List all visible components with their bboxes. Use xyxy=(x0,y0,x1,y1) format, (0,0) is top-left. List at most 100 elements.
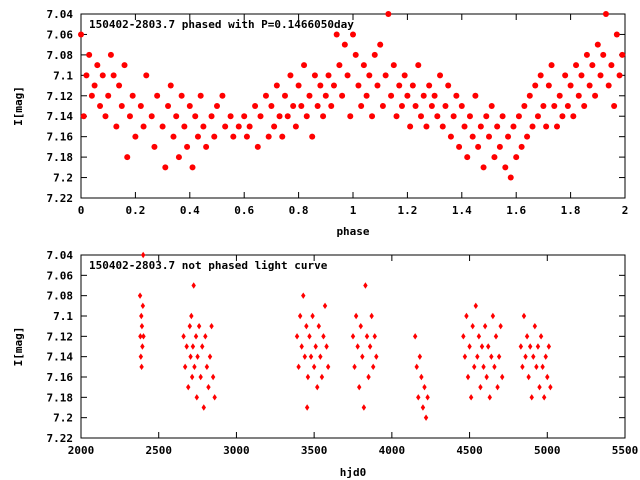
x-tick-label: 1.4 xyxy=(452,204,472,217)
data-point xyxy=(316,322,322,330)
data-point xyxy=(456,143,463,150)
data-point xyxy=(273,82,280,89)
data-point xyxy=(461,333,466,340)
data-point xyxy=(182,363,188,371)
data-point xyxy=(496,353,502,360)
data-point xyxy=(420,92,427,99)
data-point xyxy=(531,353,536,360)
data-point xyxy=(355,343,360,350)
data-point xyxy=(505,133,512,140)
data-point xyxy=(352,363,357,371)
data-point xyxy=(462,353,468,360)
data-point xyxy=(139,322,145,330)
data-point xyxy=(138,333,143,340)
x-tick-label: 0.2 xyxy=(125,204,145,217)
data-point xyxy=(578,72,585,79)
data-point xyxy=(339,92,346,99)
data-point xyxy=(534,113,541,120)
data-point xyxy=(321,333,326,340)
data-point xyxy=(562,72,569,79)
data-point xyxy=(194,394,199,401)
data-point xyxy=(363,92,370,99)
data-point xyxy=(513,154,520,161)
data-point xyxy=(358,322,363,330)
data-point xyxy=(398,103,405,109)
data-point xyxy=(484,373,489,381)
data-point xyxy=(545,373,550,381)
data-point xyxy=(496,143,503,150)
x-tick-label: 5000 xyxy=(534,444,561,457)
data-point xyxy=(189,312,194,320)
data-point xyxy=(309,133,316,140)
data-point xyxy=(487,394,492,401)
y-axis-label: I[mag] xyxy=(12,327,25,367)
data-point xyxy=(476,333,482,340)
data-point xyxy=(287,72,294,79)
data-point xyxy=(187,322,192,330)
plot-frame xyxy=(80,254,626,439)
data-point xyxy=(439,123,446,130)
data-point xyxy=(308,353,314,360)
data-point xyxy=(303,113,310,120)
data-point xyxy=(404,92,411,99)
data-point xyxy=(488,103,495,109)
data-point xyxy=(465,373,471,381)
data-point xyxy=(350,333,356,340)
data-point xyxy=(611,103,618,109)
data-point xyxy=(186,383,191,391)
data-point xyxy=(361,404,367,411)
data-point xyxy=(204,363,210,371)
data-point xyxy=(252,103,259,109)
x-axis-label: hjd0 xyxy=(340,466,367,479)
x-tick-label: 1.2 xyxy=(397,204,417,217)
data-point xyxy=(428,103,435,109)
data-point xyxy=(366,373,371,381)
y-tick-label: 7.04 xyxy=(47,8,74,21)
x-tick-label: 0.6 xyxy=(234,204,254,217)
data-point xyxy=(498,322,503,330)
data-point xyxy=(360,353,365,360)
data-point xyxy=(99,72,106,79)
y-tick-label: 7.08 xyxy=(47,290,74,303)
data-point xyxy=(367,343,373,350)
data-point xyxy=(602,11,609,17)
data-point xyxy=(116,82,123,89)
data-point xyxy=(388,92,395,99)
data-point xyxy=(518,143,525,150)
y-tick-label: 7.2 xyxy=(53,172,73,185)
data-point xyxy=(222,123,229,130)
data-point xyxy=(313,343,318,350)
data-point xyxy=(159,123,166,130)
data-point xyxy=(165,103,172,109)
data-point xyxy=(479,343,485,350)
data-point xyxy=(556,92,563,99)
data-point xyxy=(200,123,207,130)
data-point xyxy=(257,113,264,120)
data-point xyxy=(445,82,452,89)
data-point xyxy=(350,31,356,38)
data-point xyxy=(347,113,354,120)
data-point xyxy=(306,92,313,99)
data-point xyxy=(554,123,560,130)
data-point xyxy=(175,154,182,161)
data-point xyxy=(212,394,217,401)
data-point xyxy=(296,363,301,371)
data-point xyxy=(254,143,261,150)
data-point xyxy=(510,123,517,130)
data-point xyxy=(537,383,542,391)
data-point xyxy=(543,353,548,360)
data-point xyxy=(515,113,522,120)
data-point xyxy=(491,154,498,161)
data-point xyxy=(469,133,476,140)
data-point xyxy=(219,92,226,99)
data-point xyxy=(184,343,189,350)
data-point xyxy=(162,164,169,171)
data-point xyxy=(534,363,539,371)
data-point xyxy=(374,82,381,89)
data-point xyxy=(575,92,582,99)
data-point xyxy=(235,123,242,130)
data-point xyxy=(581,103,588,109)
data-point xyxy=(304,322,309,330)
data-point xyxy=(390,62,397,69)
data-point xyxy=(597,72,604,79)
